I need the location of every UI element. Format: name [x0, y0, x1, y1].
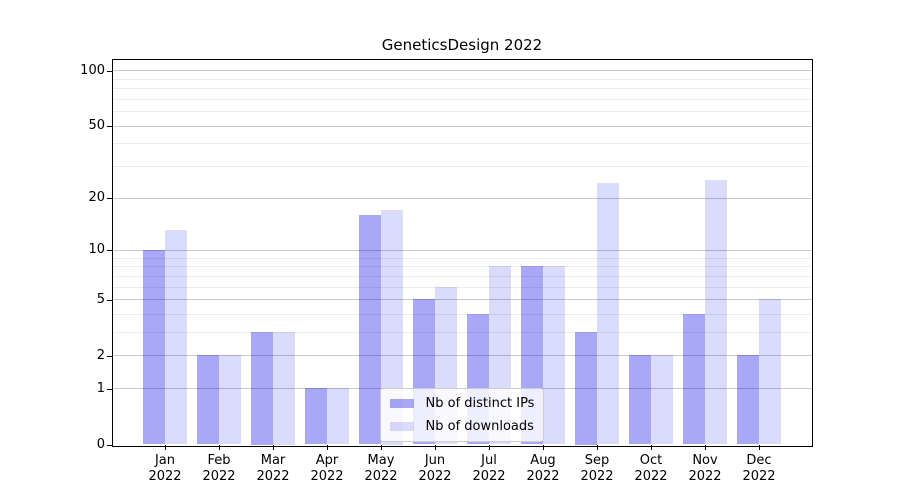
bar-downloads-sep	[596, 183, 619, 445]
minor-gridline	[112, 257, 812, 259]
bar-downloads-jan	[164, 230, 187, 445]
chart-title: GeneticsDesign 2022	[381, 36, 543, 54]
x-axis-label-jan: Jan 2022	[148, 453, 182, 484]
x-axis-label-jul: Jul 2022	[472, 453, 506, 484]
legend-swatch-downloads	[389, 421, 414, 431]
y-axis-label-0: 0	[96, 437, 105, 452]
bar-downloads-aug	[542, 266, 565, 445]
minor-gridline	[112, 110, 812, 112]
x-tick-mark	[705, 445, 706, 450]
major-gridline	[112, 249, 812, 251]
x-tick-mark	[273, 445, 274, 450]
x-tick-mark	[759, 445, 760, 450]
x-axis-label-aug: Aug 2022	[526, 453, 560, 484]
bar-distinct-ips-mar	[250, 332, 273, 445]
y-axis-label-2: 2	[96, 347, 105, 363]
x-tick-mark	[435, 445, 436, 450]
x-tick-mark	[219, 445, 220, 450]
bar-distinct-ips-may	[358, 214, 381, 445]
minor-gridline	[112, 143, 812, 145]
y-tick-mark	[107, 70, 113, 72]
major-gridline	[112, 125, 812, 127]
y-axis-label-20: 20	[88, 190, 105, 205]
bar-distinct-ips-feb	[196, 355, 219, 445]
major-gridline	[112, 70, 812, 71]
bar-downloads-may	[380, 210, 403, 445]
bar-distinct-ips-apr	[304, 388, 327, 445]
x-axis-label-nov: Nov 2022	[688, 453, 722, 484]
legend-label-distinct-ips: Nb of distinct IPs	[425, 395, 535, 411]
minor-gridline	[112, 87, 812, 89]
x-axis-label-may: May 2022	[364, 453, 398, 484]
legend-item-distinct-ips: Nb of distinct IPs	[389, 394, 535, 413]
legend-label-downloads: Nb of downloads	[425, 418, 534, 434]
y-tick-mark	[107, 198, 113, 199]
plot-area: Nb of distinct IPs Nb of downloads	[111, 58, 813, 447]
x-axis-label-dec: Dec 2022	[742, 453, 776, 484]
major-gridline	[112, 299, 812, 301]
x-axis-label-sep: Sep 2022	[580, 453, 614, 484]
bar-downloads-feb	[218, 355, 241, 445]
y-tick-mark	[107, 445, 113, 446]
minor-gridline	[112, 313, 812, 315]
x-axis-label-mar: Mar 2022	[256, 453, 290, 484]
y-axis-label-50: 50	[88, 118, 105, 133]
legend-item-downloads: Nb of downloads	[389, 417, 535, 436]
minor-gridline	[112, 286, 812, 288]
legend: Nb of distinct IPs Nb of downloads	[379, 387, 545, 442]
bar-downloads-dec	[758, 299, 781, 445]
x-axis-label-feb: Feb 2022	[202, 453, 236, 484]
x-tick-mark	[651, 445, 652, 450]
minor-gridline	[112, 332, 812, 333]
minor-gridline	[112, 165, 812, 167]
y-tick-mark	[107, 126, 113, 127]
x-tick-mark	[489, 445, 490, 450]
x-axis-label-jun: Jun 2022	[418, 453, 452, 484]
bar-distinct-ips-jan	[142, 249, 165, 445]
x-axis-label-apr: Apr 2022	[310, 453, 344, 484]
minor-gridline	[112, 275, 812, 277]
x-tick-mark	[327, 445, 328, 450]
minor-gridline	[112, 98, 812, 100]
y-axis-label-10: 10	[88, 242, 105, 258]
bar-distinct-ips-sep	[574, 332, 597, 445]
minor-gridline	[112, 266, 812, 268]
y-axis-label-5: 5	[96, 291, 105, 307]
y-axis-label-1: 1	[96, 380, 105, 396]
x-tick-mark	[381, 445, 382, 450]
major-gridline	[112, 197, 812, 199]
bar-downloads-apr	[326, 388, 349, 445]
x-axis-label-oct: Oct 2022	[634, 453, 668, 484]
bar-downloads-mar	[272, 332, 295, 445]
y-axis-label-100: 100	[80, 62, 105, 78]
bar-downloads-oct	[650, 355, 673, 445]
bar-distinct-ips-dec	[736, 355, 759, 445]
bar-downloads-nov	[704, 180, 727, 445]
x-tick-mark	[165, 445, 166, 450]
bar-distinct-ips-oct	[628, 355, 651, 445]
y-tick-mark	[107, 250, 113, 252]
y-tick-mark	[107, 355, 113, 357]
legend-swatch-distinct-ips	[389, 398, 414, 408]
x-tick-mark	[597, 445, 598, 450]
bar-distinct-ips-nov	[682, 313, 705, 445]
major-gridline	[112, 355, 812, 357]
x-tick-mark	[543, 445, 544, 450]
minor-gridline	[112, 78, 812, 80]
y-tick-mark	[107, 388, 113, 390]
y-tick-mark	[107, 299, 113, 301]
